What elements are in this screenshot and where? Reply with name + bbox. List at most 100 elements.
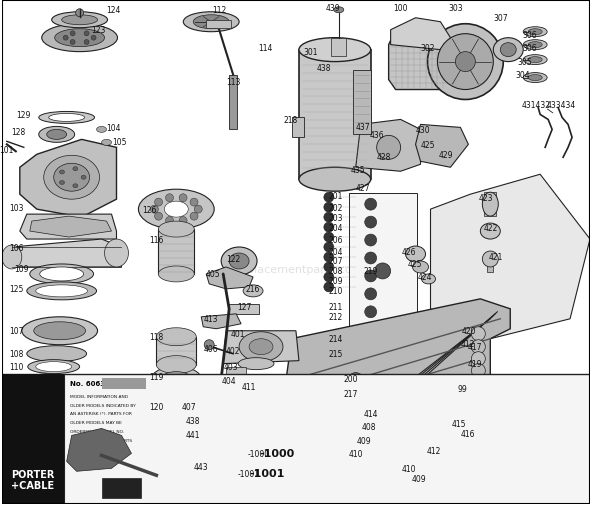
Ellipse shape bbox=[42, 25, 117, 53]
Ellipse shape bbox=[365, 235, 376, 246]
Ellipse shape bbox=[60, 181, 64, 185]
Text: 431432: 431432 bbox=[522, 101, 550, 110]
Ellipse shape bbox=[146, 414, 206, 434]
Text: 211: 211 bbox=[329, 302, 343, 312]
Bar bbox=[349, 194, 417, 328]
Text: 110: 110 bbox=[9, 363, 24, 371]
Text: 207: 207 bbox=[329, 257, 343, 266]
Ellipse shape bbox=[36, 362, 71, 372]
Ellipse shape bbox=[324, 203, 334, 213]
Ellipse shape bbox=[152, 367, 201, 391]
Text: 416: 416 bbox=[460, 429, 474, 438]
Polygon shape bbox=[201, 314, 241, 329]
Text: FIT THESE MODELS: FIT THESE MODELS bbox=[70, 447, 111, 451]
Ellipse shape bbox=[471, 327, 486, 341]
Text: 436: 436 bbox=[369, 131, 384, 139]
Ellipse shape bbox=[348, 390, 363, 400]
Text: 210: 210 bbox=[329, 287, 343, 296]
Ellipse shape bbox=[365, 199, 376, 211]
Polygon shape bbox=[206, 268, 253, 289]
Text: 103: 103 bbox=[9, 203, 24, 212]
Text: 424: 424 bbox=[417, 273, 432, 282]
Ellipse shape bbox=[523, 40, 547, 50]
Ellipse shape bbox=[15, 409, 84, 429]
Text: 407: 407 bbox=[182, 402, 196, 411]
Ellipse shape bbox=[194, 16, 229, 30]
Ellipse shape bbox=[324, 252, 334, 263]
Ellipse shape bbox=[437, 35, 493, 90]
Text: 425: 425 bbox=[420, 140, 435, 149]
Ellipse shape bbox=[415, 409, 425, 419]
Ellipse shape bbox=[186, 431, 200, 440]
Text: MODEL INFORMATION AND: MODEL INFORMATION AND bbox=[70, 394, 127, 398]
Ellipse shape bbox=[155, 213, 163, 221]
Text: AN ASTERISK (*). PARTS FOR: AN ASTERISK (*). PARTS FOR bbox=[70, 412, 132, 416]
Ellipse shape bbox=[84, 32, 89, 37]
Text: 441: 441 bbox=[186, 430, 201, 439]
Text: 411: 411 bbox=[242, 382, 256, 391]
Ellipse shape bbox=[155, 199, 163, 207]
Ellipse shape bbox=[73, 167, 78, 171]
Text: 106: 106 bbox=[9, 243, 24, 252]
Text: 206: 206 bbox=[329, 235, 343, 244]
Text: -1000: -1000 bbox=[259, 448, 294, 459]
Ellipse shape bbox=[158, 267, 194, 282]
Ellipse shape bbox=[101, 140, 112, 146]
Text: 414: 414 bbox=[363, 409, 378, 418]
Bar bbox=[101, 378, 146, 389]
Ellipse shape bbox=[239, 332, 283, 362]
Polygon shape bbox=[12, 239, 122, 268]
Text: 408: 408 bbox=[362, 422, 376, 431]
Ellipse shape bbox=[2, 245, 22, 269]
Ellipse shape bbox=[243, 285, 263, 297]
Text: 109: 109 bbox=[15, 265, 29, 274]
Text: THESE REPLACEMENT PARTS: THESE REPLACEMENT PARTS bbox=[70, 438, 132, 442]
Polygon shape bbox=[281, 299, 510, 467]
Ellipse shape bbox=[365, 288, 376, 300]
Ellipse shape bbox=[229, 254, 249, 269]
Text: 116: 116 bbox=[149, 235, 163, 244]
Text: 306: 306 bbox=[523, 31, 537, 40]
Text: 119: 119 bbox=[149, 372, 163, 381]
Text: 430: 430 bbox=[415, 126, 430, 135]
Bar bbox=[229, 304, 259, 314]
Text: 127: 127 bbox=[237, 302, 251, 312]
Ellipse shape bbox=[412, 262, 428, 273]
Ellipse shape bbox=[342, 438, 356, 448]
Text: 417: 417 bbox=[468, 342, 483, 351]
Text: No. 60638: No. 60638 bbox=[70, 380, 110, 386]
Ellipse shape bbox=[375, 264, 391, 279]
Text: 128: 128 bbox=[12, 128, 26, 137]
Ellipse shape bbox=[500, 43, 516, 58]
Ellipse shape bbox=[190, 199, 198, 207]
Text: 406: 406 bbox=[204, 344, 218, 354]
Text: 104: 104 bbox=[106, 124, 121, 133]
Text: 216: 216 bbox=[246, 285, 260, 294]
Text: 306: 306 bbox=[523, 44, 537, 53]
Ellipse shape bbox=[155, 399, 198, 419]
Text: 219: 219 bbox=[363, 267, 378, 276]
Ellipse shape bbox=[158, 222, 194, 237]
Text: 413: 413 bbox=[204, 315, 218, 324]
Text: 437: 437 bbox=[355, 123, 370, 132]
Bar bbox=[2, 374, 64, 504]
Ellipse shape bbox=[54, 164, 90, 192]
Text: 433434: 433434 bbox=[546, 101, 576, 110]
Bar bbox=[401, 448, 455, 461]
Text: 305: 305 bbox=[518, 58, 533, 67]
Ellipse shape bbox=[183, 13, 239, 33]
Ellipse shape bbox=[299, 38, 371, 63]
Ellipse shape bbox=[190, 213, 198, 221]
Text: 307: 307 bbox=[493, 14, 507, 23]
Text: 115: 115 bbox=[9, 412, 24, 421]
Ellipse shape bbox=[238, 358, 274, 370]
Ellipse shape bbox=[324, 272, 334, 282]
Text: 422: 422 bbox=[483, 223, 497, 232]
Ellipse shape bbox=[348, 426, 363, 435]
Text: 409: 409 bbox=[356, 436, 371, 445]
Bar bbox=[341, 417, 391, 429]
Ellipse shape bbox=[156, 328, 196, 346]
Text: 412: 412 bbox=[460, 339, 474, 348]
Text: 217: 217 bbox=[343, 389, 358, 398]
Ellipse shape bbox=[221, 247, 257, 275]
